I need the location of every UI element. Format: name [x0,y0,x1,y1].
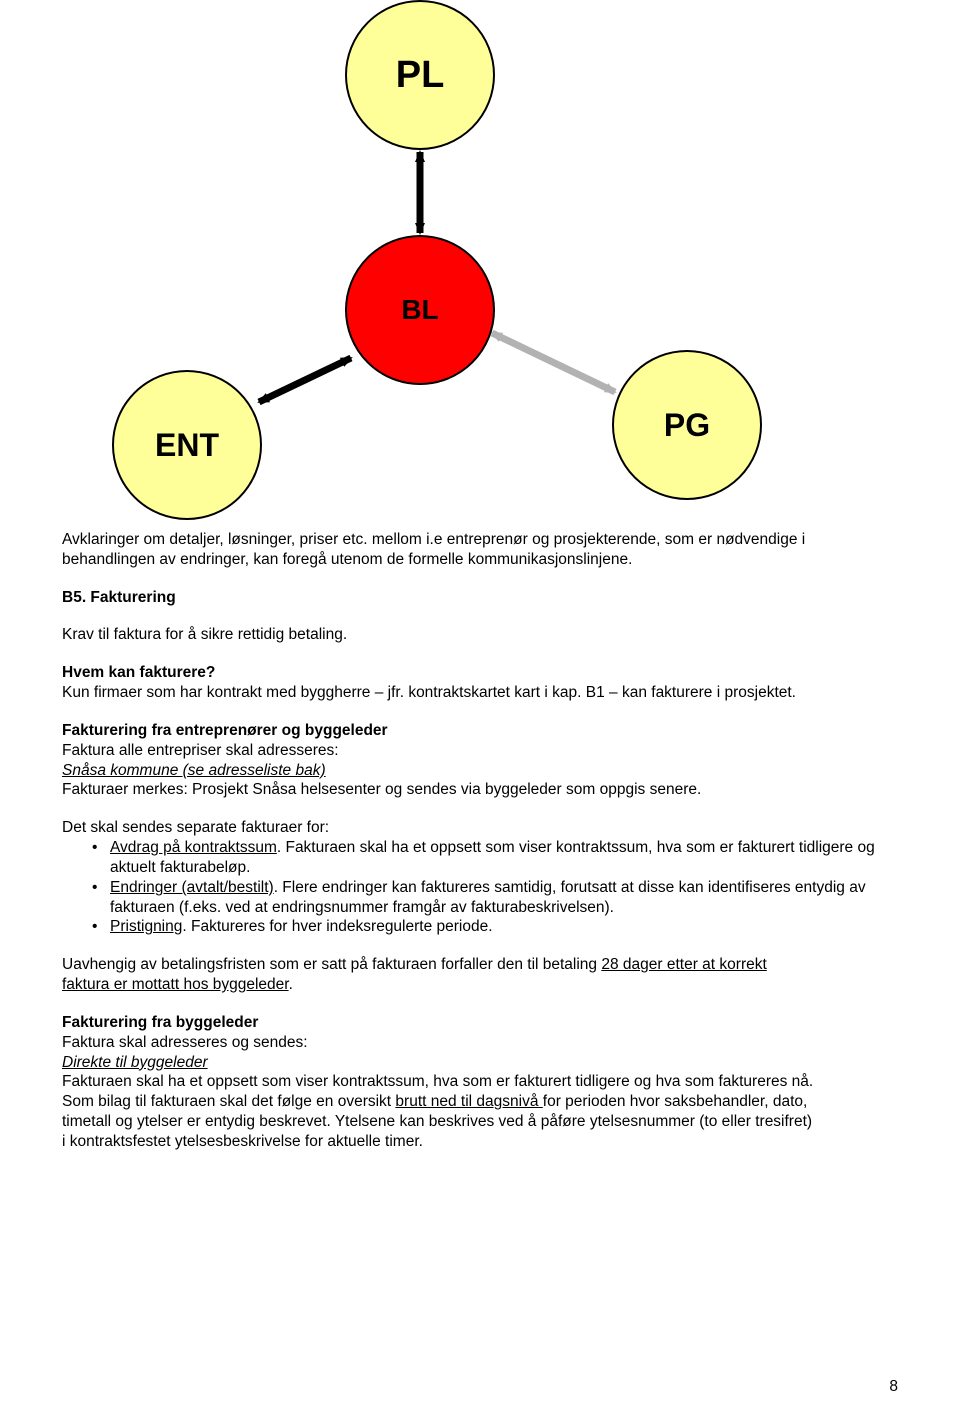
node-bl-label: BL [401,294,438,326]
bullet3-u: Pristigning [110,918,182,935]
edge-bl-pg [492,333,615,392]
fra-bl-heading: Fakturering fra byggeleder [62,1013,898,1033]
fra-bl-l2: Direkte til byggeleder [62,1053,898,1073]
intro-line2: behandlingen av endringer, kan foregå ut… [62,550,898,570]
uavhengig-u2: faktura er mottatt hos byggeleder [62,976,289,993]
fra-bl-l4: Som bilag til fakturaen skal det følge e… [62,1092,898,1112]
fra-bl-l5: timetall og ytelser er entydig beskrevet… [62,1112,898,1132]
uavhengig-post: . [289,976,293,993]
node-pl-label: PL [396,54,445,97]
intro-line1: Avklaringer om detaljer, løsninger, pris… [62,530,898,550]
node-bl: BL [345,235,495,385]
fra-ent-l2: Snåsa kommune (se adresseliste bak) [62,761,898,781]
uavhengig-pre: Uavhengig av betalingsfristen som er sat… [62,956,601,973]
relationship-diagram: PL BL ENT PG [62,0,898,520]
list-item: Avdrag på kontraktssum. Fakturaen skal h… [110,838,898,878]
fra-bl-l3: Fakturaen skal ha et oppsett som viser k… [62,1072,898,1092]
node-pg-label: PG [664,407,710,444]
uavhengig-u1: 28 dager etter at korrekt [601,956,766,973]
b5-heading: B5. Fakturering [62,588,898,608]
fra-bl-l4-pre: Som bilag til fakturaen skal det følge e… [62,1093,395,1110]
page-number: 8 [889,1378,898,1396]
fra-ent-l1: Faktura alle entrepriser skal adresseres… [62,741,898,761]
node-ent-label: ENT [155,427,219,464]
b5-sub: Krav til faktura for å sikre rettidig be… [62,625,898,645]
hvem-heading: Hvem kan fakturere? [62,663,898,683]
fra-bl-l6: i kontraktsfestet ytelsesbeskrivelse for… [62,1132,898,1152]
uavhengig-para: Uavhengig av betalingsfristen som er sat… [62,955,898,975]
document-body: Avklaringer om detaljer, løsninger, pris… [62,530,898,1152]
bullet1-u: Avdrag på kontraktssum [110,839,277,856]
bullet2-u: Endringer (avtalt/bestilt) [110,879,274,896]
fra-ent-l3: Fakturaer merkes: Prosjekt Snåsa helsese… [62,780,898,800]
list-item: Pristigning. Faktureres for hver indeksr… [110,917,898,937]
edge-bl-ent [259,358,351,402]
node-pg: PG [612,350,762,500]
bullet-list: Avdrag på kontraktssum. Fakturaen skal h… [62,838,898,937]
node-pl: PL [345,0,495,150]
uavhengig-para2: faktura er mottatt hos byggeleder. [62,975,898,995]
bullet3-rest: . Faktureres for hver indeksregulerte pe… [182,918,492,935]
fra-bl-l1: Faktura skal adresseres og sendes: [62,1033,898,1053]
fra-bl-l4-u: brutt ned til dagsnivå [395,1093,542,1110]
fra-ent-heading: Fakturering fra entreprenører og byggele… [62,721,898,741]
node-ent: ENT [112,370,262,520]
hvem-body: Kun firmaer som har kontrakt med byggher… [62,683,898,703]
sep-heading: Det skal sendes separate fakturaer for: [62,818,898,838]
list-item: Endringer (avtalt/bestilt). Flere endrin… [110,878,898,918]
fra-bl-l4-post: for perioden hvor saksbehandler, dato, [543,1093,808,1110]
